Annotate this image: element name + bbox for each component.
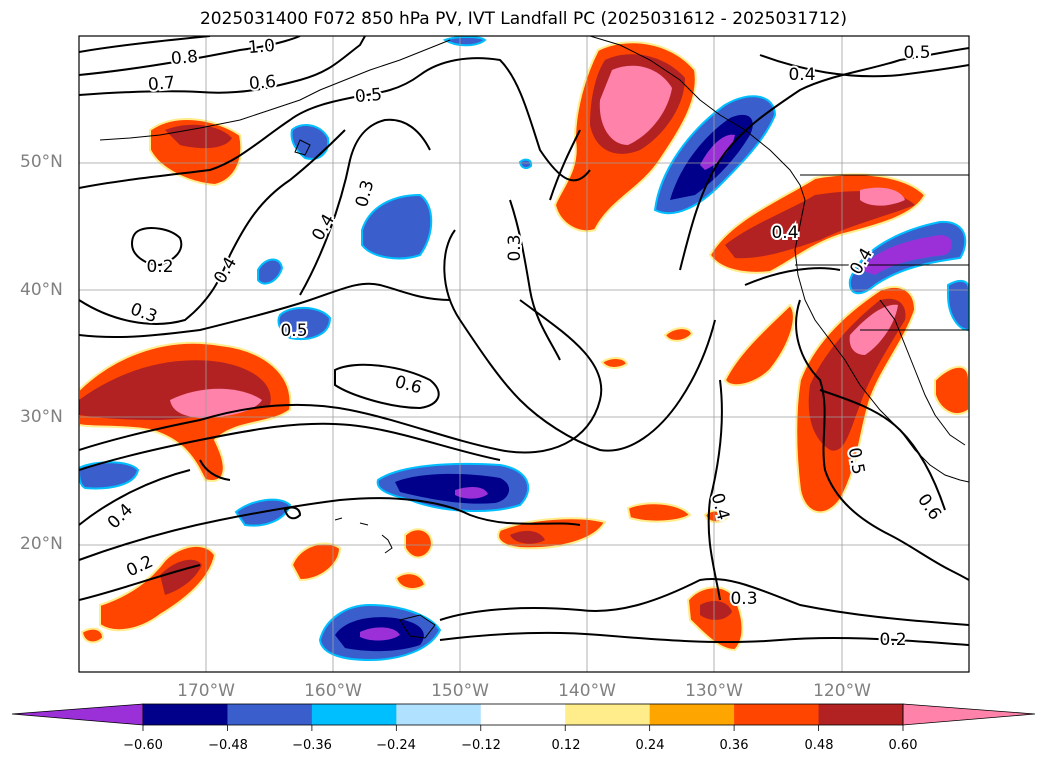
colorbar-tick-label: 0.60 [888, 738, 918, 753]
contour-label: 0.3 [730, 589, 757, 609]
contour-label: 0.8 [170, 47, 199, 69]
contour-label: 0.4 [771, 223, 798, 243]
lon-label-170w: 170°W [177, 681, 235, 701]
colorbar-tick-label: 0.48 [804, 738, 834, 753]
contour-label: 0.6 [248, 72, 277, 94]
colorbar-tick-label: −0.60 [123, 738, 163, 753]
lon-label-120w: 120°W [813, 681, 871, 701]
colorbar-segment [227, 704, 313, 725]
colorbar-tick-label: 0.24 [635, 738, 665, 753]
lat-label-40n: 40°N [20, 280, 63, 300]
colorbar-segment [143, 704, 228, 725]
positive-anomaly-patches [79, 41, 969, 652]
pv-contours [79, 36, 969, 646]
contour-label: 0.7 [147, 73, 176, 95]
contour-label: 0.3 [505, 234, 525, 261]
contour-label: 0.5 [354, 85, 383, 107]
negative-anomaly-patches [79, 36, 969, 662]
colorbar-segment [565, 704, 651, 725]
colorbar-tick-label: −0.24 [376, 738, 416, 753]
colorbar-segment [818, 704, 904, 725]
colorbar-tick-label: 0.36 [719, 738, 749, 753]
contour-label: 0.2 [146, 257, 173, 277]
colorbar-segment [311, 704, 397, 725]
lon-label-160w: 160°W [304, 681, 362, 701]
colorbar-segment [396, 704, 482, 725]
contour-label: 0.5 [844, 446, 868, 476]
colorbar-segment [480, 704, 566, 725]
contour-label: 0.2 [879, 630, 906, 650]
lat-label-30n: 30°N [20, 407, 63, 427]
colorbar [11, 703, 1036, 731]
contour-label: 0.5 [903, 43, 930, 63]
lat-label-50n: 50°N [20, 152, 63, 172]
coastlines [99, 36, 969, 639]
lon-label-140w: 140°W [558, 681, 616, 701]
colorbar-tick-label: −0.48 [208, 738, 248, 753]
contour-label: 1.0 [247, 36, 276, 58]
colorbar-tick-label: −0.36 [292, 738, 332, 753]
colorbar-segment [649, 704, 735, 725]
contour-labels: 1.00.80.7 0.60.50.50.40.40.30.30.20.30.40… [102, 34, 947, 652]
colorbar-segment [734, 704, 820, 725]
colorbar-tick-label: 0.12 [551, 738, 581, 753]
contour-label: 0.5 [280, 321, 307, 341]
lon-label-150w: 150°W [431, 681, 489, 701]
plot-frame [78, 35, 970, 673]
colorbar-tick-label: −0.12 [461, 738, 501, 753]
contour-label: 0.4 [788, 65, 815, 85]
lon-label-130w: 130°W [685, 681, 743, 701]
map-title: 2025031400 F072 850 hPa PV, IVT Landfall… [199, 9, 847, 29]
lat-label-20n: 20°N [20, 534, 63, 554]
